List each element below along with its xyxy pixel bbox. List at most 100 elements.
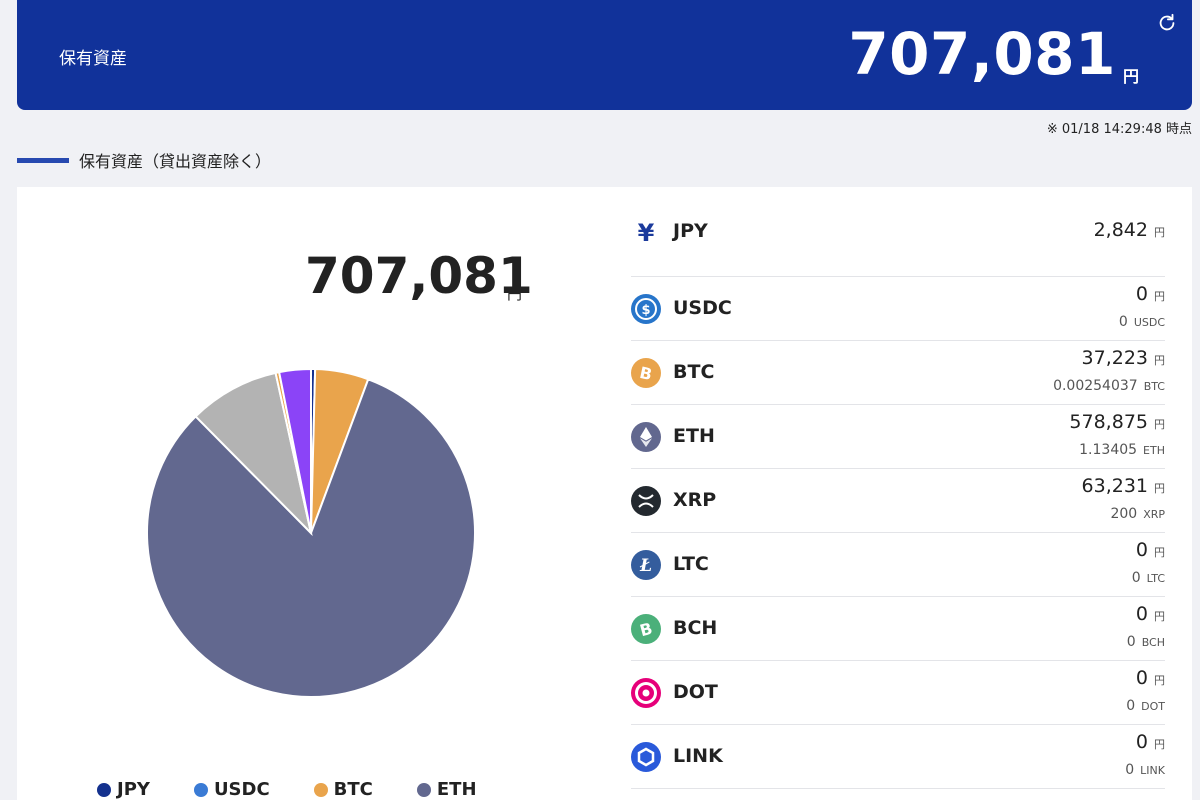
legend-dot	[416, 782, 431, 797]
asset-symbol: LINK	[673, 745, 723, 767]
svg-text:B: B	[638, 619, 655, 641]
asset-quantity: 0 LINK	[1125, 762, 1165, 778]
legend-dot	[97, 782, 111, 797]
asset-symbol: BTC	[673, 361, 715, 383]
assets-card: 707,081 円 JPY USDC BTC ETH ¥ JPY 2,842 円 $ USDC 0…	[17, 187, 1192, 800]
legend-label: ETH	[436, 779, 477, 800]
asset-symbol: USDC	[673, 297, 732, 319]
ltc-icon: Ł	[631, 550, 661, 580]
card-unit: 円	[507, 285, 523, 303]
section-title: 保有資産（貸出資産除く）	[79, 152, 272, 171]
yen-icon: ¥	[631, 217, 661, 247]
fiat-amount: 63,231	[1081, 475, 1148, 497]
section-accent-bar	[17, 157, 69, 163]
quantity-unit: LTC	[1146, 572, 1165, 585]
refresh-icon[interactable]	[1156, 12, 1178, 34]
bch-icon: B	[631, 614, 661, 644]
quantity-unit: BCH	[1141, 636, 1165, 649]
asset-quantity: 0 LTC	[1132, 570, 1165, 586]
asset-row-xrp[interactable]: XRP 63,231 円 200 XRP	[631, 469, 1165, 533]
btc-icon: B	[631, 358, 661, 388]
banner-label: 保有資産	[59, 49, 127, 69]
asset-row-jpy[interactable]: ¥ JPY 2,842 円	[631, 213, 1165, 277]
asset-list: ¥ JPY 2,842 円 $ USDC 0 円 0 USDC B BTC 37,223 円 0.00254…	[631, 213, 1165, 789]
asset-quantity: 1.13405 ETH	[1079, 442, 1165, 458]
legend-item-btc[interactable]: BTC	[313, 779, 373, 800]
asset-symbol: DOT	[673, 681, 718, 703]
eth-icon	[631, 422, 661, 452]
link-icon	[631, 742, 661, 772]
fiat-unit: 円	[1154, 674, 1165, 687]
asset-symbol: XRP	[673, 489, 717, 511]
quantity-value: 0	[1118, 314, 1128, 330]
fiat-amount: 0	[1135, 731, 1148, 753]
xrp-icon	[631, 486, 661, 516]
asset-row-ltc[interactable]: Ł LTC 0 円 0 LTC	[631, 533, 1165, 597]
section-heading: 保有資産（貸出資産除く）	[17, 150, 272, 171]
pie-slice-other2	[277, 367, 312, 534]
pie-slice-eth	[146, 378, 476, 698]
fiat-unit: 円	[1154, 290, 1165, 303]
fiat-unit: 円	[1154, 354, 1165, 367]
asset-quantity: 0 BCH	[1127, 634, 1165, 650]
asset-row-dot[interactable]: DOT 0 円 0 DOT	[631, 661, 1165, 725]
asset-row-bch[interactable]: B BCH 0 円 0 BCH	[631, 597, 1165, 661]
legend-item-usdc[interactable]: USDC	[193, 779, 270, 800]
pie-slice-xrp	[194, 371, 313, 537]
asset-row-usdc[interactable]: $ USDC 0 円 0 USDC	[631, 277, 1165, 341]
quantity-value: 200	[1110, 506, 1138, 522]
asset-pie-chart	[146, 367, 476, 698]
quantity-value: 0	[1126, 698, 1136, 714]
fiat-amount: 0	[1135, 603, 1148, 625]
fiat-amount: 37,223	[1081, 347, 1148, 369]
fiat-unit: 円	[1154, 226, 1165, 239]
svg-text:B: B	[638, 363, 654, 384]
asset-quantity: 0 DOT	[1126, 698, 1165, 714]
svg-text:Ł: Ł	[639, 556, 652, 576]
asset-row-eth[interactable]: ETH 578,875 円 1.13405 ETH	[631, 405, 1165, 469]
fiat-amount: 578,875	[1069, 411, 1148, 433]
timestamp: ※ 01/18 14:29:48 時点	[1046, 122, 1192, 137]
quantity-unit: LINK	[1140, 764, 1165, 777]
quantity-unit: USDC	[1133, 316, 1165, 329]
fiat-amount: 0	[1135, 283, 1148, 305]
asset-symbol: JPY	[673, 220, 708, 242]
quantity-value: 0	[1126, 634, 1136, 650]
pie-legend: JPY USDC BTC ETH	[97, 779, 521, 800]
legend-dot	[313, 782, 328, 797]
fiat-amount: 0	[1135, 539, 1148, 561]
fiat-unit: 円	[1154, 610, 1165, 623]
fiat-amount: 0	[1135, 667, 1148, 689]
asset-symbol: BCH	[673, 617, 718, 639]
svg-text:$: $	[641, 303, 650, 318]
fiat-unit: 円	[1154, 418, 1165, 431]
fiat-unit: 円	[1154, 738, 1165, 751]
legend-label: BTC	[333, 779, 373, 800]
quantity-value: 0	[1125, 762, 1135, 778]
legend-item-jpy[interactable]: JPY	[97, 779, 150, 800]
quantity-unit: ETH	[1143, 444, 1165, 457]
quantity-unit: BTC	[1143, 380, 1165, 393]
quantity-value: 1.13405	[1079, 442, 1138, 458]
asset-symbol: ETH	[673, 425, 715, 447]
asset-symbol: LTC	[673, 553, 709, 575]
asset-fiat-value: 37,223 円	[1082, 347, 1165, 369]
fiat-unit: 円	[1154, 546, 1165, 559]
asset-row-btc[interactable]: B BTC 37,223 円 0.00254037 BTC	[631, 341, 1165, 405]
legend-item-eth[interactable]: ETH	[416, 779, 477, 800]
fiat-amount: 2,842	[1093, 219, 1148, 241]
total-assets-banner: 保有資産 707,081 円	[17, 0, 1192, 110]
asset-quantity: 200 XRP	[1110, 506, 1165, 522]
legend-dot	[193, 782, 208, 797]
card-total: 707,081	[305, 247, 533, 305]
quantity-unit: XRP	[1143, 508, 1165, 521]
asset-fiat-value: 63,231 円	[1082, 475, 1165, 497]
quantity-value: 0.00254037	[1053, 378, 1138, 394]
quantity-value: 0	[1131, 570, 1141, 586]
legend-label: JPY	[117, 779, 150, 800]
asset-row-link[interactable]: LINK 0 円 0 LINK	[631, 725, 1165, 789]
